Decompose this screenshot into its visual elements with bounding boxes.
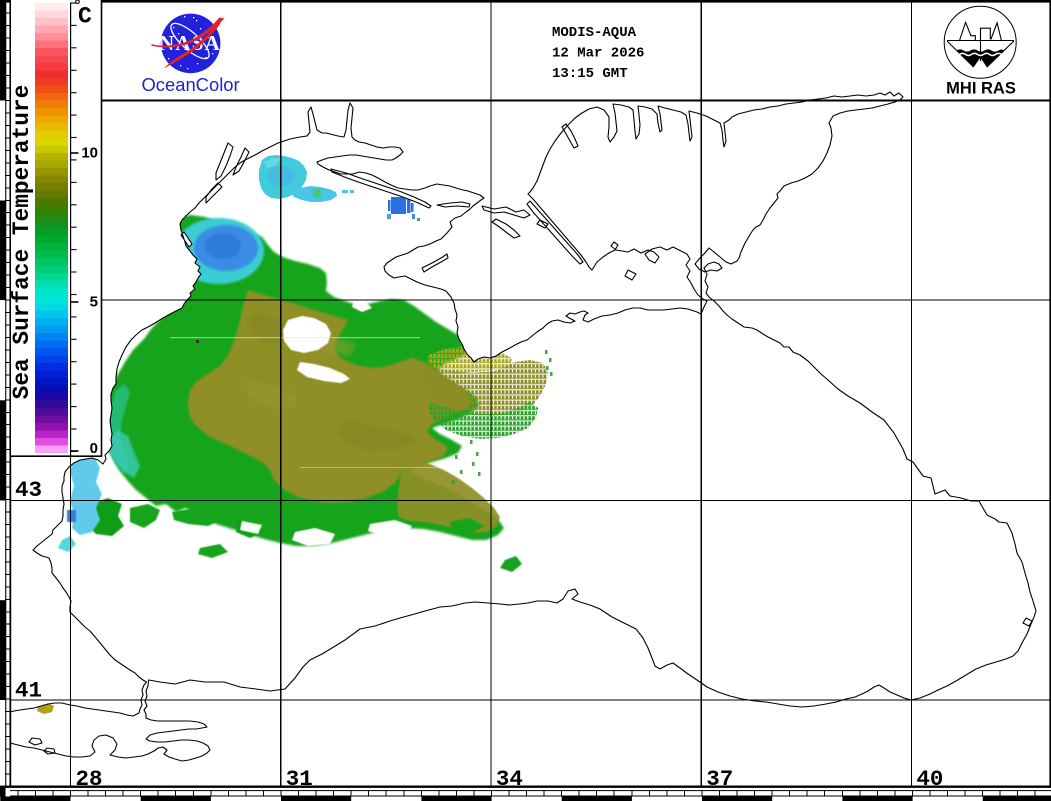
- svg-text:12 Mar 2026: 12 Mar 2026: [552, 46, 644, 62]
- svg-text:MHI RAS: MHI RAS: [946, 80, 1016, 98]
- svg-text:OceanColor: OceanColor: [142, 74, 240, 95]
- svg-text:41: 41: [15, 678, 42, 704]
- svg-text:10: 10: [81, 145, 98, 162]
- svg-text:34: 34: [496, 766, 523, 792]
- svg-text:Sea Surface Temperature: Sea Surface Temperature: [9, 85, 35, 400]
- svg-text:37: 37: [706, 766, 733, 792]
- svg-text:5: 5: [90, 294, 98, 311]
- svg-text:13:15 GMT: 13:15 GMT: [552, 66, 628, 82]
- svg-text:MODIS-AQUA: MODIS-AQUA: [552, 25, 637, 41]
- svg-text:28: 28: [76, 766, 103, 792]
- svg-text:°: °: [73, 0, 82, 15]
- svg-text:0: 0: [90, 440, 98, 457]
- svg-text:C: C: [78, 4, 92, 30]
- svg-text:40: 40: [916, 766, 943, 792]
- svg-text:31: 31: [286, 766, 313, 792]
- svg-text:43: 43: [15, 477, 42, 503]
